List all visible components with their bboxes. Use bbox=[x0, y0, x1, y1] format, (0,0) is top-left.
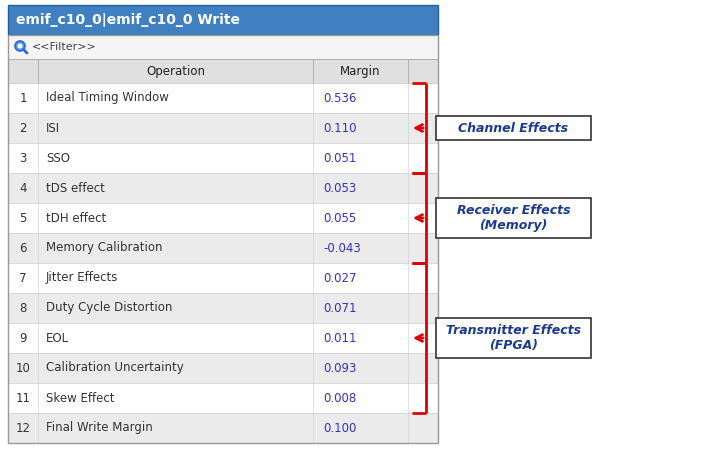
Text: 0.071: 0.071 bbox=[323, 301, 357, 314]
Circle shape bbox=[17, 44, 22, 49]
Text: Ideal Timing Window: Ideal Timing Window bbox=[46, 92, 169, 104]
Text: 0.100: 0.100 bbox=[323, 422, 357, 434]
Circle shape bbox=[15, 41, 25, 51]
Text: 0.053: 0.053 bbox=[323, 182, 356, 195]
Text: 10: 10 bbox=[16, 361, 30, 374]
Text: Receiver Effects
(Memory): Receiver Effects (Memory) bbox=[457, 204, 570, 232]
Text: Channel Effects: Channel Effects bbox=[458, 122, 568, 134]
Bar bbox=[8, 83, 438, 113]
Bar bbox=[8, 413, 438, 443]
Text: 1: 1 bbox=[19, 92, 27, 104]
Bar bbox=[8, 263, 438, 293]
Text: 0.093: 0.093 bbox=[323, 361, 357, 374]
Bar bbox=[8, 113, 438, 143]
Bar bbox=[436, 318, 591, 358]
Bar bbox=[8, 203, 438, 233]
Bar bbox=[8, 5, 438, 35]
Text: 0.051: 0.051 bbox=[323, 152, 357, 164]
Bar bbox=[8, 293, 438, 323]
Text: Duty Cycle Distortion: Duty Cycle Distortion bbox=[46, 301, 173, 314]
Text: 3: 3 bbox=[19, 152, 27, 164]
Bar bbox=[8, 233, 438, 263]
Text: 12: 12 bbox=[15, 422, 30, 434]
Text: 5: 5 bbox=[19, 212, 27, 225]
Text: tDH effect: tDH effect bbox=[46, 212, 106, 225]
Bar bbox=[8, 323, 438, 353]
Bar bbox=[8, 173, 438, 203]
Text: Calibration Uncertainty: Calibration Uncertainty bbox=[46, 361, 184, 374]
Text: -0.043: -0.043 bbox=[323, 241, 361, 255]
Text: 0.055: 0.055 bbox=[323, 212, 356, 225]
Text: 0.536: 0.536 bbox=[323, 92, 357, 104]
Text: Memory Calibration: Memory Calibration bbox=[46, 241, 162, 255]
Text: tDS effect: tDS effect bbox=[46, 182, 105, 195]
Text: Operation: Operation bbox=[146, 65, 205, 78]
Bar bbox=[8, 59, 438, 83]
Text: 0.027: 0.027 bbox=[323, 271, 357, 285]
Text: Final Write Margin: Final Write Margin bbox=[46, 422, 153, 434]
Text: Transmitter Effects
(FPGA): Transmitter Effects (FPGA) bbox=[446, 324, 581, 352]
Text: SSO: SSO bbox=[46, 152, 70, 164]
Text: <<Filter>>: <<Filter>> bbox=[32, 42, 97, 52]
Text: 4: 4 bbox=[19, 182, 27, 195]
Bar bbox=[8, 143, 438, 173]
Text: 0.008: 0.008 bbox=[323, 392, 356, 404]
Text: Skew Effect: Skew Effect bbox=[46, 392, 115, 404]
Bar bbox=[436, 116, 591, 140]
Text: emif_c10_0|emif_c10_0 Write: emif_c10_0|emif_c10_0 Write bbox=[16, 13, 240, 27]
Text: 0.110: 0.110 bbox=[323, 122, 357, 134]
Text: Jitter Effects: Jitter Effects bbox=[46, 271, 118, 285]
Text: 8: 8 bbox=[19, 301, 27, 314]
Bar bbox=[8, 35, 438, 443]
Text: 9: 9 bbox=[19, 331, 27, 344]
Bar bbox=[8, 353, 438, 383]
Bar bbox=[8, 383, 438, 413]
Text: 7: 7 bbox=[19, 271, 27, 285]
Text: 11: 11 bbox=[15, 392, 30, 404]
Text: ISI: ISI bbox=[46, 122, 60, 134]
Text: 2: 2 bbox=[19, 122, 27, 134]
Text: 6: 6 bbox=[19, 241, 27, 255]
Text: 0.011: 0.011 bbox=[323, 331, 357, 344]
Bar bbox=[436, 198, 591, 238]
Bar bbox=[8, 35, 438, 59]
Text: EOL: EOL bbox=[46, 331, 69, 344]
Text: Margin: Margin bbox=[340, 65, 380, 78]
